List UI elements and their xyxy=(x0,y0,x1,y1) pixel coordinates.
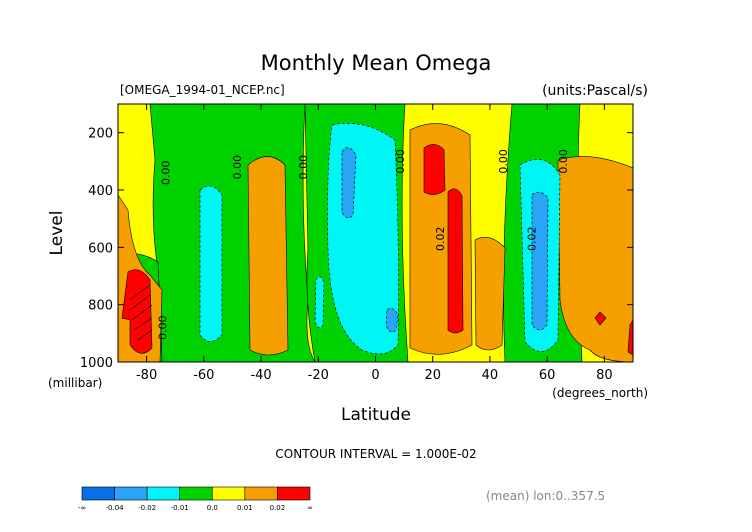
x-tick-label: -40 xyxy=(250,368,271,383)
y-tick-label: 400 xyxy=(88,184,113,199)
colorbar-swatch xyxy=(81,486,115,501)
colorbar-label: -0.01 xyxy=(171,504,189,512)
contour-label: 0.00 xyxy=(497,149,510,174)
colorbar-swatch xyxy=(244,486,278,501)
file-label: [OMEGA_1994-01_NCEP.nc] xyxy=(120,83,285,97)
contour-fill xyxy=(118,104,633,362)
y-axis: 200 400 600 800 1000 xyxy=(80,127,633,371)
colorbar-swatch xyxy=(277,486,311,501)
y-tick-label: 600 xyxy=(88,241,113,256)
contour-label: 0.02 xyxy=(434,226,447,251)
y-tick-label: 1000 xyxy=(80,356,113,371)
colorbar-label: -0.04 xyxy=(106,504,125,512)
contour-label: 0.00 xyxy=(160,161,173,186)
y-tick-label: 200 xyxy=(88,127,113,142)
x-tick-label: 60 xyxy=(539,368,556,383)
colorbar-label: -∞ xyxy=(78,504,86,512)
contour-label: 0.02 xyxy=(526,226,539,251)
y-tick-label: 800 xyxy=(88,299,113,314)
colorbar: -∞ -0.04 -0.02 -0.01 0.0 0.01 0.02 ∞ xyxy=(78,486,313,512)
x-tick-label: 80 xyxy=(596,368,613,383)
contour-label: 0.00 xyxy=(394,149,407,174)
y-axis-label: Level xyxy=(47,211,67,256)
contour-interval: CONTOUR INTERVAL = 1.000E-02 xyxy=(275,447,476,461)
x-axis-label: Latitude xyxy=(341,405,411,425)
contour-label: 0.00 xyxy=(297,155,310,180)
chart-title: Monthly Mean Omega xyxy=(261,51,492,75)
colorbar-label: 0.0 xyxy=(207,504,218,512)
x-tick-label: -80 xyxy=(136,368,157,383)
x-tick-label: -20 xyxy=(308,368,329,383)
x-tick-label: 40 xyxy=(482,368,499,383)
colorbar-label: -0.02 xyxy=(138,504,156,512)
colorbar-label: 0.02 xyxy=(270,504,286,512)
x-tick-label: 0 xyxy=(371,368,379,383)
colorbar-swatch xyxy=(211,486,246,501)
colorbar-swatch xyxy=(179,486,213,501)
contour-label: 0.00 xyxy=(231,155,244,180)
contour-label: 0.00 xyxy=(157,315,170,340)
y-axis-unit: (millibar) xyxy=(48,376,102,390)
colorbar-swatch xyxy=(146,486,181,501)
colorbar-label: ∞ xyxy=(307,504,313,512)
mean-note: (mean) lon:0..357.5 xyxy=(486,489,605,503)
x-axis: -80 -60 -40 -20 0 20 40 60 80 xyxy=(136,104,613,383)
colorbar-swatch xyxy=(114,486,148,501)
x-axis-unit: (degrees_north) xyxy=(552,386,648,400)
contour-labels: 0.00 0.00 0.00 0.00 0.02 0.00 0.02 0.00 0.00 xyxy=(157,149,571,340)
contour-label: 0.00 xyxy=(557,149,570,174)
colorbar-label: 0.01 xyxy=(237,504,253,512)
x-tick-label: 20 xyxy=(424,368,441,383)
x-tick-label: -60 xyxy=(193,368,214,383)
units-label: (units:Pascal/s) xyxy=(542,83,648,99)
